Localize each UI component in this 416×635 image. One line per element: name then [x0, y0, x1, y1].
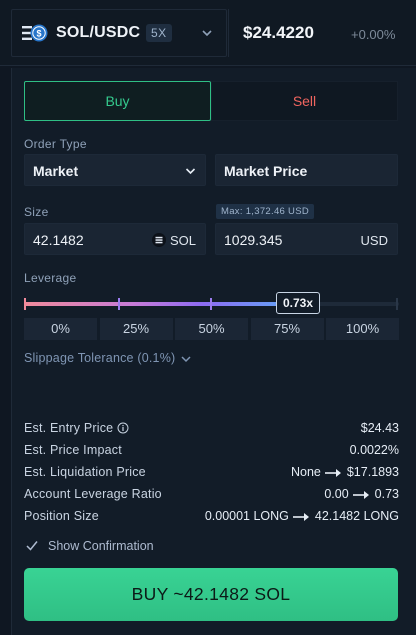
chevron-down-icon [181, 356, 191, 362]
size-amount: 42.1482 [33, 232, 84, 248]
slippage-label: Slippage Tolerance (0.1%) [24, 351, 176, 365]
slippage-toggle[interactable]: Slippage Tolerance (0.1%) [24, 351, 191, 365]
order-type-value: Market [33, 163, 79, 179]
percent-button-25[interactable]: 25% [99, 318, 173, 340]
leverage-badge: 5X [146, 24, 172, 42]
show-confirmation-label: Show Confirmation [48, 539, 154, 553]
top-bar: $ SOL/USDC 5X $24.4220 +0.00% [0, 0, 416, 66]
entry-price-value: $24.43 [360, 421, 399, 435]
sol-logo-icon: $ [22, 24, 48, 42]
acct-lev-from: 0.00 [324, 487, 349, 501]
pos-size-label: Position Size [24, 509, 99, 523]
stat-entry-price: Est. Entry Price $24.43 [24, 421, 399, 437]
order-panel: Buy Sell Order Type Market Market Price … [11, 68, 416, 635]
stat-price-impact: Est. Price Impact 0.0022% [24, 443, 399, 459]
order-type-label: Order Type [24, 137, 87, 151]
market-price-field: Market Price [215, 154, 398, 186]
svg-text:$: $ [36, 29, 41, 39]
slider-tick [396, 298, 398, 310]
size-usd: 1029.345 [224, 232, 283, 248]
leverage-label: Leverage [24, 271, 77, 285]
arrow-right-icon [352, 490, 369, 499]
arrow-right-icon [292, 512, 309, 521]
price-change: +0.00% [351, 27, 396, 42]
usd-input[interactable]: 1029.345 USD [215, 223, 398, 255]
pos-from: 0.00001 LONG [204, 509, 289, 523]
slider-fill [24, 302, 298, 306]
usd-unit: USD [360, 233, 388, 248]
slider-tick [118, 298, 120, 310]
side-tabs: Buy Sell [24, 81, 398, 121]
submit-buy-button[interactable]: BUY ~42.1482 SOL [24, 568, 398, 621]
liq-from: None [290, 465, 321, 479]
slider-handle[interactable]: 0.73x [276, 292, 321, 314]
chevron-down-icon [202, 30, 212, 37]
info-icon[interactable] [117, 422, 129, 434]
check-icon [26, 541, 38, 551]
chevron-down-icon [185, 168, 196, 175]
tab-sell[interactable]: Sell [211, 81, 398, 121]
percent-button-50[interactable]: 50% [175, 318, 248, 340]
entry-price-label: Est. Entry Price [24, 421, 114, 435]
percent-buttons: 0% 25% 50% 75% 100% [24, 318, 399, 340]
max-badge[interactable]: Max: 1,372.46 USD [216, 204, 315, 219]
stat-position-size: Position Size 0.00001 LONG 42.1482 LONG [24, 509, 399, 525]
mark-price: $24.4220 [243, 23, 314, 42]
pos-to: 42.1482 LONG [314, 509, 399, 523]
slider-tick [210, 298, 212, 310]
tab-buy[interactable]: Buy [24, 81, 211, 121]
order-type-select[interactable]: Market [24, 154, 206, 186]
slider-tick [24, 298, 26, 310]
size-unit: SOL [170, 233, 197, 248]
percent-button-100[interactable]: 100% [326, 318, 399, 340]
liq-to: $17.1893 [346, 465, 399, 479]
percent-button-75[interactable]: 75% [250, 318, 324, 340]
size-label: Size [24, 205, 49, 219]
market-price-text: Market Price [224, 163, 308, 179]
acct-lev-to: 0.73 [374, 487, 399, 501]
acct-lev-label: Account Leverage Ratio [24, 487, 162, 501]
stat-account-leverage: Account Leverage Ratio 0.00 0.73 [24, 487, 399, 503]
leverage-slider[interactable]: 0.73x [24, 292, 399, 316]
stat-liquidation-price: Est. Liquidation Price None $17.1893 [24, 465, 399, 481]
market-name: SOL/USDC [56, 24, 141, 41]
sol-logo-icon [152, 233, 166, 247]
arrow-right-icon [324, 468, 341, 477]
percent-button-0[interactable]: 0% [24, 318, 97, 340]
price-display: $24.4220 +0.00% [228, 9, 416, 57]
size-input[interactable]: 42.1482 SOL [24, 223, 206, 255]
price-impact-value: 0.0022% [349, 443, 399, 457]
market-selector[interactable]: $ SOL/USDC 5X [11, 9, 227, 57]
price-impact-label: Est. Price Impact [24, 443, 122, 457]
liq-price-label: Est. Liquidation Price [24, 465, 146, 479]
